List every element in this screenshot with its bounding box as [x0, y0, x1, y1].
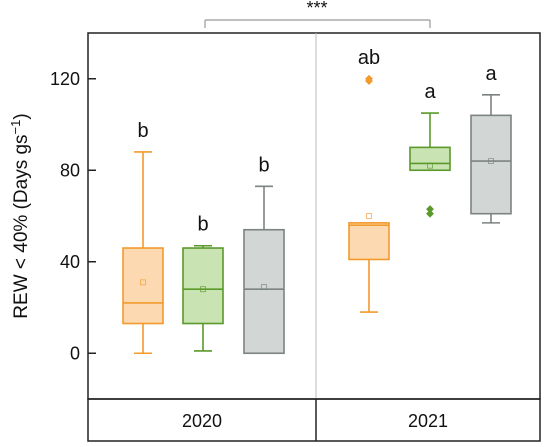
box-2020-gray: b: [243, 154, 285, 355]
significance-label: ***: [306, 0, 327, 18]
outlier-point: [426, 205, 434, 214]
significance-letter: b: [197, 214, 208, 236]
significance-letter: a: [485, 63, 497, 85]
mean-marker: [488, 158, 494, 165]
plot-frame: [87, 32, 541, 400]
category-panel: [87, 398, 541, 442]
significance-letter: a: [424, 81, 436, 103]
significance-bracket: [204, 19, 431, 28]
box-2021-green: a: [409, 81, 451, 218]
y-axis-title-main: REW < 40% (Days gs: [11, 134, 32, 318]
y-axis-title: REW < 40% (Days gs−1): [8, 113, 32, 318]
y-tick-label: 80: [60, 160, 80, 180]
significance-letter: ab: [358, 47, 380, 69]
mean-marker: [366, 213, 372, 219]
iqr-box: [122, 247, 164, 325]
mean-marker: [200, 286, 206, 293]
y-axis-title-close: ): [11, 113, 32, 119]
iqr-box: [409, 146, 451, 172]
box-2021-gray: a: [470, 63, 512, 224]
y-axis: 0 40 80 120: [50, 69, 96, 363]
mean-marker: [140, 279, 146, 286]
outlier-point: [426, 209, 434, 218]
significance-letter: b: [137, 120, 148, 142]
box-series: b b b ab a a: [122, 47, 512, 355]
iqr-box: [470, 114, 512, 215]
box-2020-green: b: [182, 214, 224, 352]
box-2020-orange: b: [122, 120, 164, 355]
iqr-box: [182, 247, 224, 325]
mean-marker: [427, 162, 433, 169]
y-tick-label: 120: [50, 69, 80, 89]
outlier-point: [365, 74, 373, 83]
year-label-2021: 2021: [408, 411, 448, 431]
box-2021-orange: ab: [348, 47, 390, 313]
y-tick-label: 0: [70, 343, 80, 363]
y-axis-title-sup: −1: [8, 120, 23, 135]
significance-letter: b: [258, 154, 269, 176]
iqr-box: [348, 222, 390, 261]
iqr-box: [243, 228, 285, 355]
year-label-2020: 2020: [182, 411, 222, 431]
y-tick-label: 40: [60, 252, 80, 272]
mean-marker: [261, 284, 267, 290]
